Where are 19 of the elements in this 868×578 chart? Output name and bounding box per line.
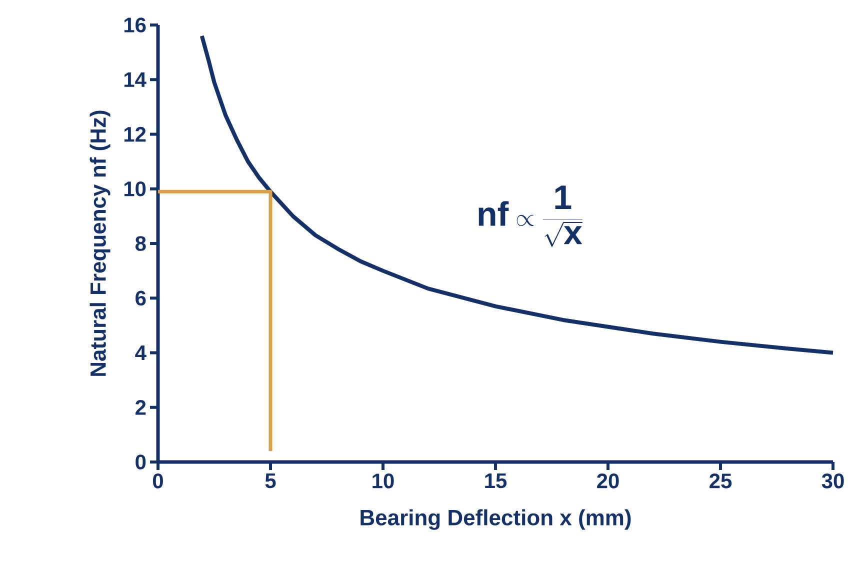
y-tick-label: 16 bbox=[124, 18, 146, 32]
y-tick-label: 8 bbox=[135, 236, 146, 251]
y-tick-label: 12 bbox=[124, 126, 146, 142]
y-tick-label: 14 bbox=[124, 72, 146, 87]
y-tick-label: 2 bbox=[136, 400, 146, 415]
x-axis-title: Bearing Deflection x (mm) bbox=[360, 509, 631, 530]
annotation: $\mathbf{nf} \propto \frac{\mathbf{1}}{\sqrt{\mathbf{x}}}$ bbox=[478, 186, 582, 247]
x-tick-label: 20 bbox=[597, 474, 619, 488]
y-tick-label: 4 bbox=[135, 346, 146, 360]
y-tick-label: 10 bbox=[124, 181, 146, 196]
x-tick-label: 15 bbox=[485, 474, 507, 488]
x-tick-label: 0 bbox=[152, 474, 163, 488]
y-tick-label: 6 bbox=[136, 290, 146, 306]
y-tick-label: 0 bbox=[136, 454, 146, 470]
x-tick-label: 25 bbox=[710, 474, 732, 488]
x-tick-label: 5 bbox=[265, 474, 276, 488]
y-axis-title: Natural Frequency nf (Hz) bbox=[90, 110, 110, 376]
x-tick-label: 30 bbox=[822, 474, 844, 488]
x-tick-label: 10 bbox=[372, 474, 394, 488]
